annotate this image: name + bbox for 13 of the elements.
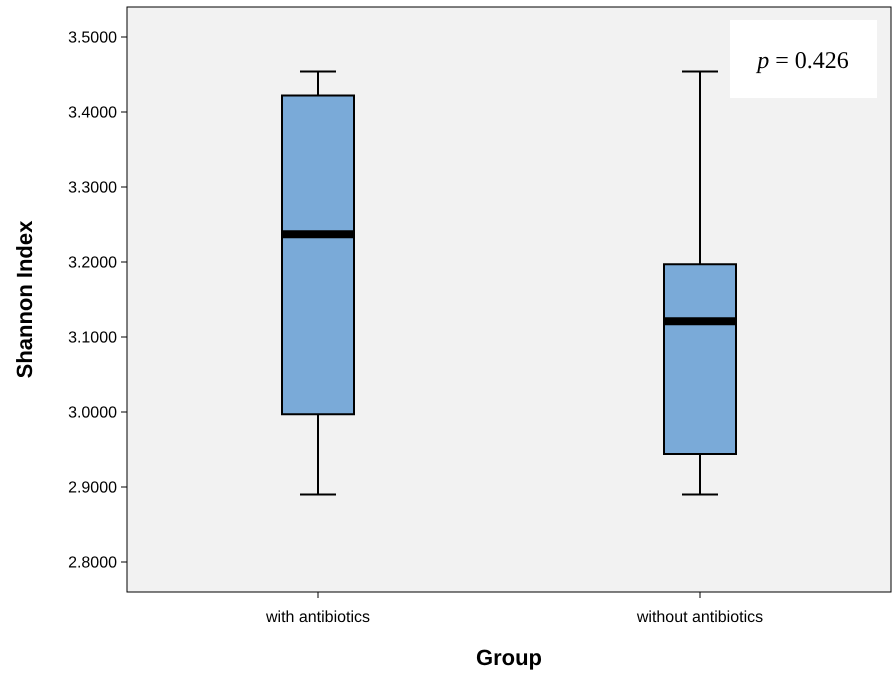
y-tick-label: 3.2000 — [68, 254, 118, 272]
y-tick-label: 3.1000 — [68, 330, 118, 347]
x-tick-label: without antibiotics — [636, 609, 764, 626]
y-tick-label: 2.9000 — [68, 480, 118, 497]
x-axis-title: Group — [476, 645, 542, 670]
annotation: p = 0.426 — [755, 48, 849, 74]
y-tick-label: 3.3000 — [68, 180, 118, 197]
x-tick-label: with antibiotics — [264, 609, 370, 626]
y-tick-label: 3.5000 — [68, 30, 118, 47]
y-tick-label: 2.8000 — [68, 554, 118, 572]
y-tick-label: 3.0000 — [68, 404, 118, 422]
y-tick-label: 3.4000 — [68, 104, 118, 122]
y-axis-title: Shannon Index — [12, 220, 37, 378]
